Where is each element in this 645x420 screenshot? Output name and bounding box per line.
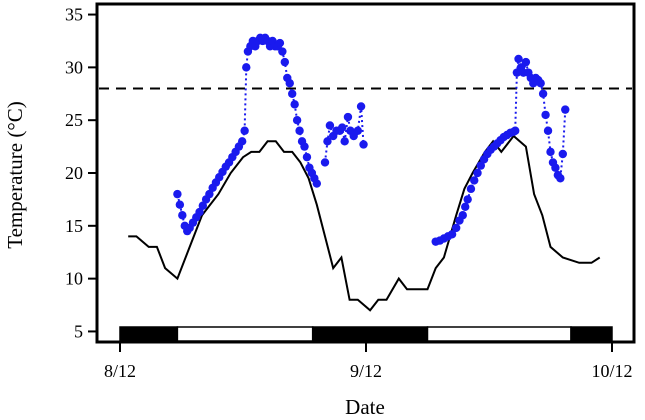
data-point (536, 79, 545, 88)
bar-segment-dark (311, 326, 429, 342)
series-points-blue (173, 33, 570, 246)
data-point (300, 142, 309, 151)
data-point (353, 126, 362, 135)
data-point (290, 100, 299, 109)
y-axis: 5 10 15 20 25 30 35 (65, 5, 97, 341)
data-point (178, 211, 187, 220)
bar-segment-dark (119, 326, 179, 342)
data-point (558, 149, 567, 159)
data-point (463, 195, 472, 204)
data-point (359, 140, 368, 149)
data-point (242, 63, 251, 72)
data-point (458, 211, 467, 220)
data-point (343, 112, 353, 122)
data-point (541, 110, 550, 120)
points-connector-2 (435, 58, 567, 243)
x-axis: 8/12 9/12 10/12 (104, 342, 633, 381)
data-point (338, 123, 347, 132)
data-point (198, 201, 208, 210)
data-point (476, 161, 485, 170)
data-point (546, 147, 555, 157)
data-point (292, 115, 302, 125)
data-point (447, 230, 457, 239)
y-tick-label: 25 (65, 110, 83, 130)
x-axis-label: Date (345, 395, 385, 419)
y-tick-label: 35 (65, 5, 83, 25)
y-tick-label: 20 (65, 163, 83, 183)
data-point (302, 152, 312, 162)
data-point (320, 158, 330, 167)
data-point (173, 189, 182, 199)
data-point (340, 137, 349, 146)
data-point (551, 163, 560, 172)
data-point (521, 57, 531, 67)
series-line-black (128, 134, 601, 312)
data-point (195, 207, 204, 217)
y-axis-label: Temperature (°C) (3, 101, 27, 248)
data-point (312, 179, 321, 188)
data-point (473, 168, 482, 178)
data-point (323, 137, 332, 146)
data-point (240, 126, 249, 135)
data-point (514, 54, 523, 64)
data-point (237, 137, 247, 146)
x-tick-label: 9/12 (350, 361, 382, 381)
y-tick-label: 15 (65, 216, 83, 236)
data-point (285, 79, 294, 88)
data-point (452, 223, 461, 233)
data-point (511, 126, 520, 135)
data-point (538, 89, 548, 98)
data-point (278, 47, 287, 56)
bar-segment-dark (570, 326, 613, 342)
data-point (205, 189, 214, 199)
data-point (561, 105, 570, 114)
data-point (556, 174, 565, 183)
plot-frame (95, 2, 636, 344)
day-night-bar (119, 326, 613, 342)
data-point (470, 176, 479, 185)
data-point (295, 126, 304, 135)
data-point (288, 89, 297, 98)
data-point (280, 57, 290, 67)
y-tick-label: 5 (74, 321, 83, 341)
data-point (325, 121, 335, 130)
x-tick-label: 10/12 (591, 361, 632, 381)
x-tick-label: 8/12 (104, 361, 136, 381)
data-point (461, 202, 470, 211)
y-tick-label: 30 (65, 57, 83, 77)
data-point (356, 102, 366, 111)
bar-segment-light (176, 326, 314, 342)
bar-segment-light (426, 326, 572, 342)
data-point (275, 38, 285, 48)
data-point (543, 126, 553, 135)
data-point (175, 200, 185, 209)
y-tick-label: 10 (65, 269, 83, 289)
data-point (466, 184, 476, 194)
